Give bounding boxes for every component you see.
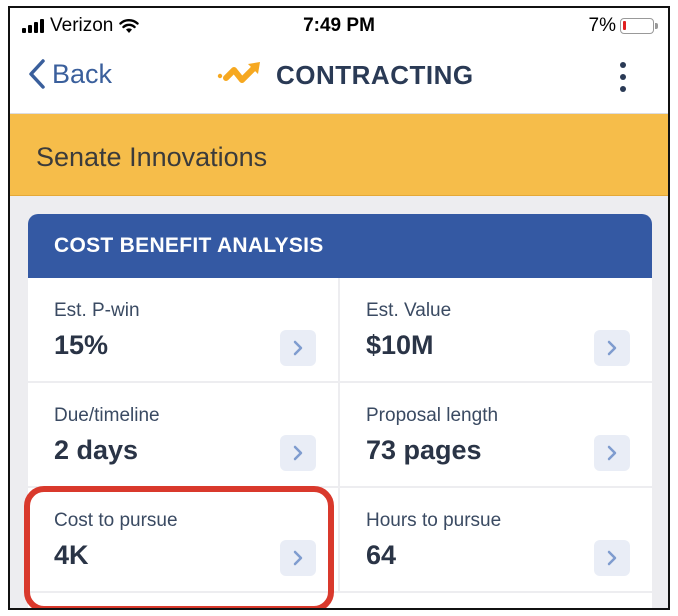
carrier-name: Verizon: [50, 15, 114, 36]
more-options-icon[interactable]: [618, 62, 628, 92]
status-left: Verizon: [22, 15, 140, 37]
battery-icon: [620, 18, 658, 34]
metric-due-timeline[interactable]: Due/timeline 2 days: [28, 383, 340, 488]
metric-est-value[interactable]: Est. Value $10M: [340, 278, 652, 383]
metric-value: 73 pages: [366, 435, 482, 465]
chevron-right-icon[interactable]: [594, 330, 630, 366]
company-name: Senate Innovations: [36, 142, 268, 172]
app-brand: CONTRACTING: [216, 58, 474, 92]
metric-est-pwin[interactable]: Est. P-win 15%: [28, 278, 340, 383]
company-banner: Senate Innovations: [10, 114, 668, 196]
chevron-right-icon[interactable]: [280, 330, 316, 366]
card-title: COST BENEFIT ANALYSIS: [28, 214, 652, 278]
metric-value: 15%: [54, 330, 109, 360]
metric-value: 2 days: [54, 435, 139, 465]
metric-label: Cost to pursue: [54, 510, 178, 531]
back-button[interactable]: Back: [28, 58, 112, 90]
metric-proposal-length[interactable]: Proposal length 73 pages: [340, 383, 652, 488]
chevron-right-icon[interactable]: [280, 540, 316, 576]
metric-label: Est. Value: [366, 300, 452, 321]
metric-cost-to-pursue[interactable]: Cost to pursue 4K: [28, 488, 340, 593]
battery-percent: 7%: [588, 15, 616, 36]
back-label: Back: [52, 58, 113, 89]
navigation-bar: Back CONTRACTING: [10, 44, 668, 114]
wifi-icon: [119, 19, 140, 33]
phone-screen: Verizon 7:49 PM 7% Back CONTR: [8, 6, 670, 610]
cellular-signal-icon: [22, 19, 44, 33]
page-title: CONTRACTING: [276, 59, 474, 90]
metrics-grid: Est. P-win 15% Est. Value $10M Due/timel…: [28, 278, 652, 593]
chevron-left-icon: [29, 59, 45, 89]
metric-label: Est. P-win: [54, 300, 140, 321]
status-right: 7%: [588, 15, 658, 37]
chevron-right-icon[interactable]: [280, 435, 316, 471]
status-bar: Verizon 7:49 PM 7%: [10, 8, 668, 44]
metric-label: Due/timeline: [54, 405, 160, 426]
chevron-right-icon[interactable]: [594, 435, 630, 471]
metric-value: $10M: [366, 330, 434, 360]
clock: 7:49 PM: [303, 15, 375, 36]
metric-value: 64: [366, 540, 397, 570]
chevron-right-icon[interactable]: [594, 540, 630, 576]
cost-benefit-card: COST BENEFIT ANALYSIS Est. P-win 15% Est…: [28, 214, 652, 608]
metric-hours-to-pursue[interactable]: Hours to pursue 64: [340, 488, 652, 593]
logo-arrow-icon: [217, 62, 260, 83]
metric-value: 4K: [54, 540, 89, 570]
metric-label: Proposal length: [366, 405, 499, 426]
metric-label: Hours to pursue: [366, 510, 502, 531]
